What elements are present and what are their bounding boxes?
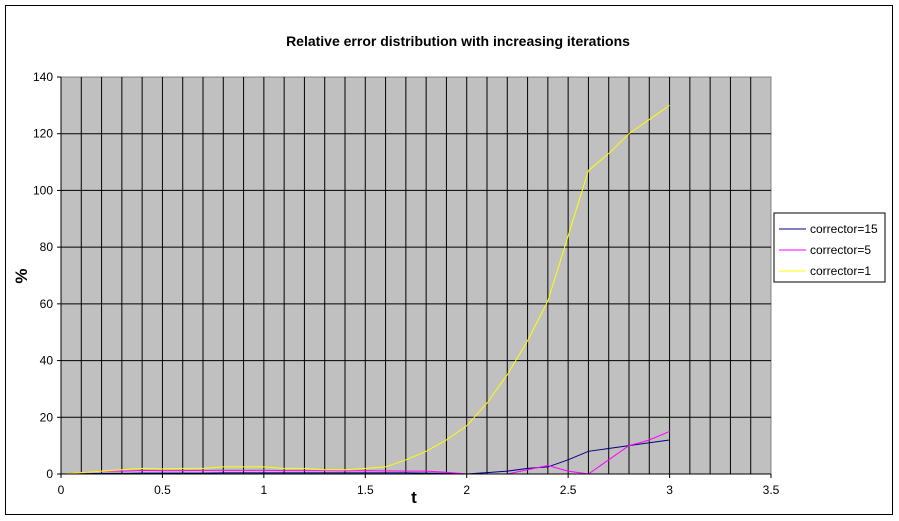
- y-tick-labels: 0 20 40 60 80 100 120 140: [33, 70, 53, 481]
- legend: corrector=15 corrector=5 corrector=1: [773, 212, 886, 283]
- line-chart: Relative error distribution with increas…: [12, 33, 886, 507]
- x-tick-label: 3.5: [763, 483, 780, 497]
- y-tick-label: 40: [40, 354, 54, 368]
- y-axis-label: %: [12, 268, 31, 283]
- x-axis-label: t: [411, 488, 417, 507]
- legend-items: corrector=15 corrector=5 corrector=1: [779, 222, 878, 278]
- x-tick-label: 2.5: [560, 483, 577, 497]
- series-line-corrector-5: [60, 431, 670, 475]
- x-tick-label: 0.5: [154, 483, 171, 497]
- x-tick-label: 3: [666, 483, 673, 497]
- series-lines: [60, 104, 670, 475]
- plot-area: [60, 76, 772, 475]
- grid-lines: [61, 77, 771, 474]
- legend-label: corrector=15: [810, 222, 878, 236]
- chart-title: Relative error distribution with increas…: [286, 33, 630, 49]
- y-tick-label: 100: [33, 183, 53, 197]
- y-tick-label: 80: [40, 240, 54, 254]
- series-line-corrector-15: [60, 439, 670, 475]
- y-tick-label: 20: [40, 410, 54, 424]
- legend-label: corrector=1: [810, 264, 871, 278]
- y-tick-label: 60: [40, 297, 54, 311]
- x-tick-label: 0: [58, 483, 65, 497]
- x-tick-label: 1.5: [357, 483, 374, 497]
- y-tick-label: 120: [33, 127, 53, 141]
- x-tick-label: 2: [463, 483, 470, 497]
- chart-frame: Relative error distribution with increas…: [5, 5, 893, 515]
- x-tick-labels: 0 0.5 1 1.5 2 2.5 3 3.5: [58, 483, 780, 497]
- axes: [57, 76, 772, 478]
- x-tick-label: 1: [261, 483, 268, 497]
- y-tick-label: 0: [46, 467, 53, 481]
- series-line-corrector-1: [60, 104, 670, 475]
- y-tick-label: 140: [33, 70, 53, 84]
- legend-label: corrector=5: [810, 243, 871, 257]
